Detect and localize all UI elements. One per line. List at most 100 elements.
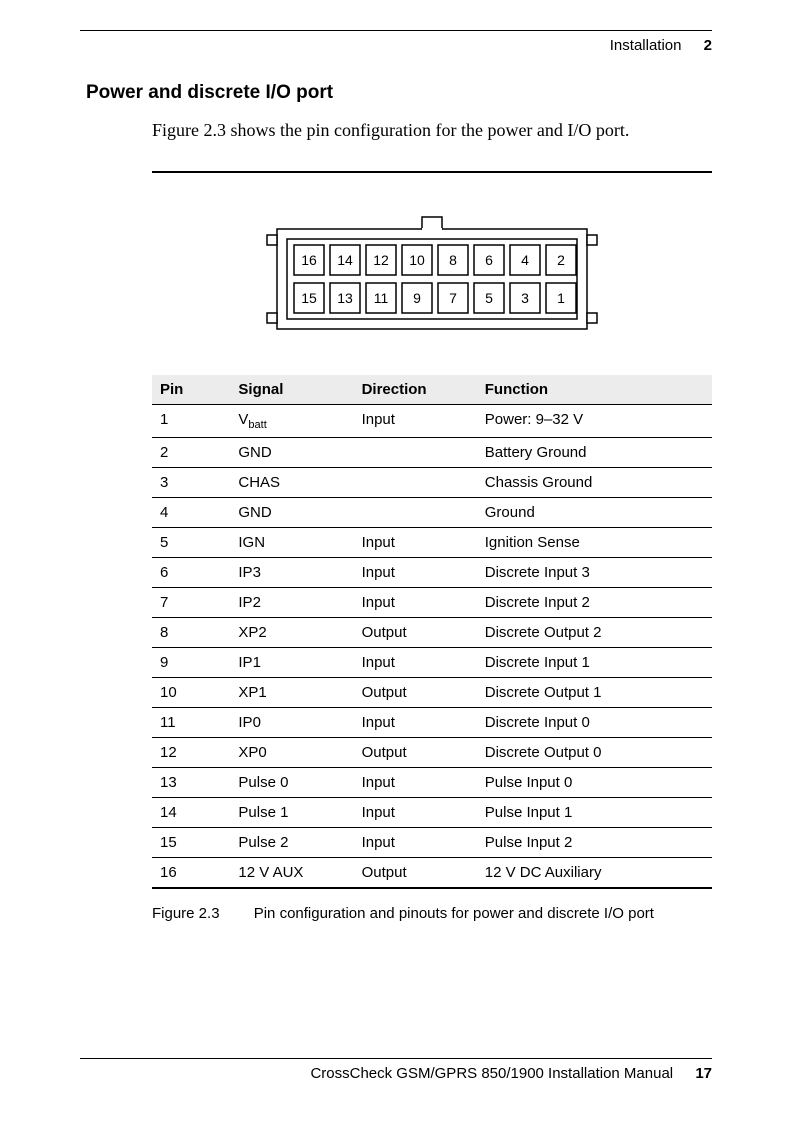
table-row: 13Pulse 0InputPulse Input 0 (152, 768, 712, 798)
page-header: Installation 2 (80, 37, 712, 54)
table-cell: 11 (152, 708, 230, 738)
table-cell: Discrete Output 2 (477, 618, 712, 648)
svg-text:7: 7 (449, 290, 457, 306)
svg-text:9: 9 (413, 290, 421, 306)
table-cell: Battery Ground (477, 438, 712, 468)
svg-text:15: 15 (301, 290, 317, 306)
svg-text:5: 5 (485, 290, 493, 306)
chapter-number: 2 (704, 37, 712, 54)
table-cell: Pulse 1 (230, 798, 353, 828)
table-cell: Ground (477, 498, 712, 528)
table-cell: Pulse 0 (230, 768, 353, 798)
chapter-title: Installation (610, 37, 682, 54)
table-cell: Output (354, 618, 477, 648)
table-cell: 15 (152, 828, 230, 858)
table-cell: IP3 (230, 558, 353, 588)
table-row: 1VbattInputPower: 9–32 V (152, 405, 712, 438)
table-cell: 12 V AUX (230, 858, 353, 888)
table-cell: Discrete Input 2 (477, 588, 712, 618)
section-title: Power and discrete I/O port (86, 82, 712, 104)
th-direction: Direction (354, 375, 477, 405)
table-cell: 1 (152, 405, 230, 438)
table-cell: GND (230, 498, 353, 528)
table-cell: 5 (152, 528, 230, 558)
table-cell: Input (354, 708, 477, 738)
figure-caption-text: Pin configuration and pinouts for power … (254, 905, 654, 922)
table-cell: XP2 (230, 618, 353, 648)
table-row: 5IGNInputIgnition Sense (152, 528, 712, 558)
page-number: 17 (695, 1065, 712, 1082)
table-cell: Discrete Input 0 (477, 708, 712, 738)
table-cell: 2 (152, 438, 230, 468)
svg-text:2: 2 (557, 252, 565, 268)
figure-box: 161412108642 15131197531 Pin Signal Dire… (152, 171, 712, 889)
svg-text:3: 3 (521, 290, 529, 306)
table-cell: Input (354, 528, 477, 558)
table-cell: 12 (152, 738, 230, 768)
table-cell: IP2 (230, 588, 353, 618)
table-cell: Output (354, 738, 477, 768)
table-cell: IP0 (230, 708, 353, 738)
table-cell: IGN (230, 528, 353, 558)
svg-text:13: 13 (337, 290, 353, 306)
table-cell: Ignition Sense (477, 528, 712, 558)
figure-caption: Figure 2.3 Pin configuration and pinouts… (152, 905, 712, 922)
table-cell: 14 (152, 798, 230, 828)
table-row: 14Pulse 1InputPulse Input 1 (152, 798, 712, 828)
table-cell: GND (230, 438, 353, 468)
table-row: 10XP1OutputDiscrete Output 1 (152, 678, 712, 708)
table-row: 15Pulse 2InputPulse Input 2 (152, 828, 712, 858)
table-cell: 4 (152, 498, 230, 528)
table-cell: 9 (152, 648, 230, 678)
table-row: 6IP3InputDiscrete Input 3 (152, 558, 712, 588)
table-cell (354, 438, 477, 468)
table-cell: 7 (152, 588, 230, 618)
table-cell (354, 468, 477, 498)
svg-text:1: 1 (557, 290, 565, 306)
svg-text:12: 12 (373, 252, 389, 268)
manual-title: CrossCheck GSM/GPRS 850/1900 Installatio… (310, 1065, 673, 1082)
svg-text:14: 14 (337, 252, 353, 268)
table-cell: Chassis Ground (477, 468, 712, 498)
table-row: 8XP2OutputDiscrete Output 2 (152, 618, 712, 648)
connector-diagram: 161412108642 15131197531 (232, 199, 632, 349)
table-cell (354, 498, 477, 528)
table-cell: Input (354, 798, 477, 828)
table-cell: Pulse Input 1 (477, 798, 712, 828)
th-function: Function (477, 375, 712, 405)
table-cell: XP1 (230, 678, 353, 708)
table-row: 1612 V AUXOutput12 V DC Auxiliary (152, 858, 712, 888)
table-cell: Input (354, 558, 477, 588)
table-cell: Discrete Input 1 (477, 648, 712, 678)
body-text: Figure 2.3 shows the pin configuration f… (152, 120, 712, 141)
table-cell: Discrete Output 1 (477, 678, 712, 708)
pin-table: Pin Signal Direction Function 1VbattInpu… (152, 375, 712, 887)
table-cell: Input (354, 828, 477, 858)
svg-text:4: 4 (521, 252, 529, 268)
table-header-row: Pin Signal Direction Function (152, 375, 712, 405)
svg-text:11: 11 (374, 290, 389, 306)
table-row: 7IP2InputDiscrete Input 2 (152, 588, 712, 618)
table-cell: 12 V DC Auxiliary (477, 858, 712, 888)
svg-text:16: 16 (301, 252, 317, 268)
svg-text:6: 6 (485, 252, 493, 268)
table-row: 3CHASChassis Ground (152, 468, 712, 498)
table-cell: Pulse Input 2 (477, 828, 712, 858)
table-cell: Output (354, 858, 477, 888)
table-cell: Discrete Input 3 (477, 558, 712, 588)
table-row: 4GND Ground (152, 498, 712, 528)
table-cell: Pulse Input 0 (477, 768, 712, 798)
table-cell: 13 (152, 768, 230, 798)
table-cell: Discrete Output 0 (477, 738, 712, 768)
table-cell: CHAS (230, 468, 353, 498)
table-cell: 10 (152, 678, 230, 708)
svg-text:8: 8 (449, 252, 457, 268)
table-cell: 8 (152, 618, 230, 648)
table-cell: XP0 (230, 738, 353, 768)
table-cell: Input (354, 588, 477, 618)
table-cell: Input (354, 405, 477, 438)
figure-number: Figure 2.3 (152, 905, 220, 922)
table-cell: 16 (152, 858, 230, 888)
table-row: 11IP0InputDiscrete Input 0 (152, 708, 712, 738)
table-cell: Power: 9–32 V (477, 405, 712, 438)
